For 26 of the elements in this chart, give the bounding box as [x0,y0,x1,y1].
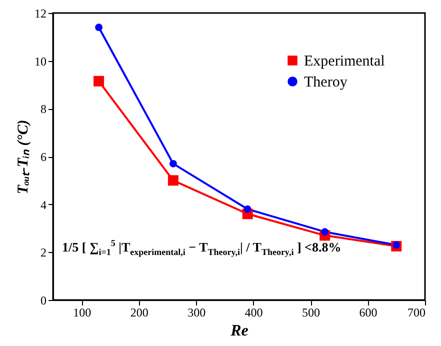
y-tick-label: 10 [34,54,46,68]
y-tick-label: 2 [40,246,46,260]
x-tick-label: 700 [408,306,426,320]
legend-label: Theroy [304,74,348,90]
y-axis-title: Tₒᵤₜ-Tᵢₙ (°C) [16,120,32,194]
y-tick-label: 6 [40,150,46,164]
x-tick-label: 400 [244,306,263,320]
x-tick-label: 500 [302,306,320,320]
point [95,24,102,32]
x-tick-label: 600 [359,306,378,320]
y-tick-label: 4 [40,198,46,212]
point [392,241,400,249]
y-tick-label: 0 [40,294,46,308]
point [94,76,104,86]
y-tick-label: 8 [40,102,46,116]
point [168,175,178,186]
point [169,160,177,168]
x-tick-label: 300 [188,306,206,320]
x-axis-title: Re [230,322,248,340]
text: 1/5 [ ∑$_{i=1}$$^{5}$ |T$_{experimental,i}$ − T$_{Theory,i}$| / T$_{Theory,i}$ ] <8.8% [62,238,342,257]
x-tick-label: 200 [130,306,148,320]
x-tick-label: 100 [73,306,92,320]
y-tick-label: 12 [34,6,46,20]
legend-label: Experimental [304,54,385,70]
point [244,205,252,213]
point [321,228,329,236]
